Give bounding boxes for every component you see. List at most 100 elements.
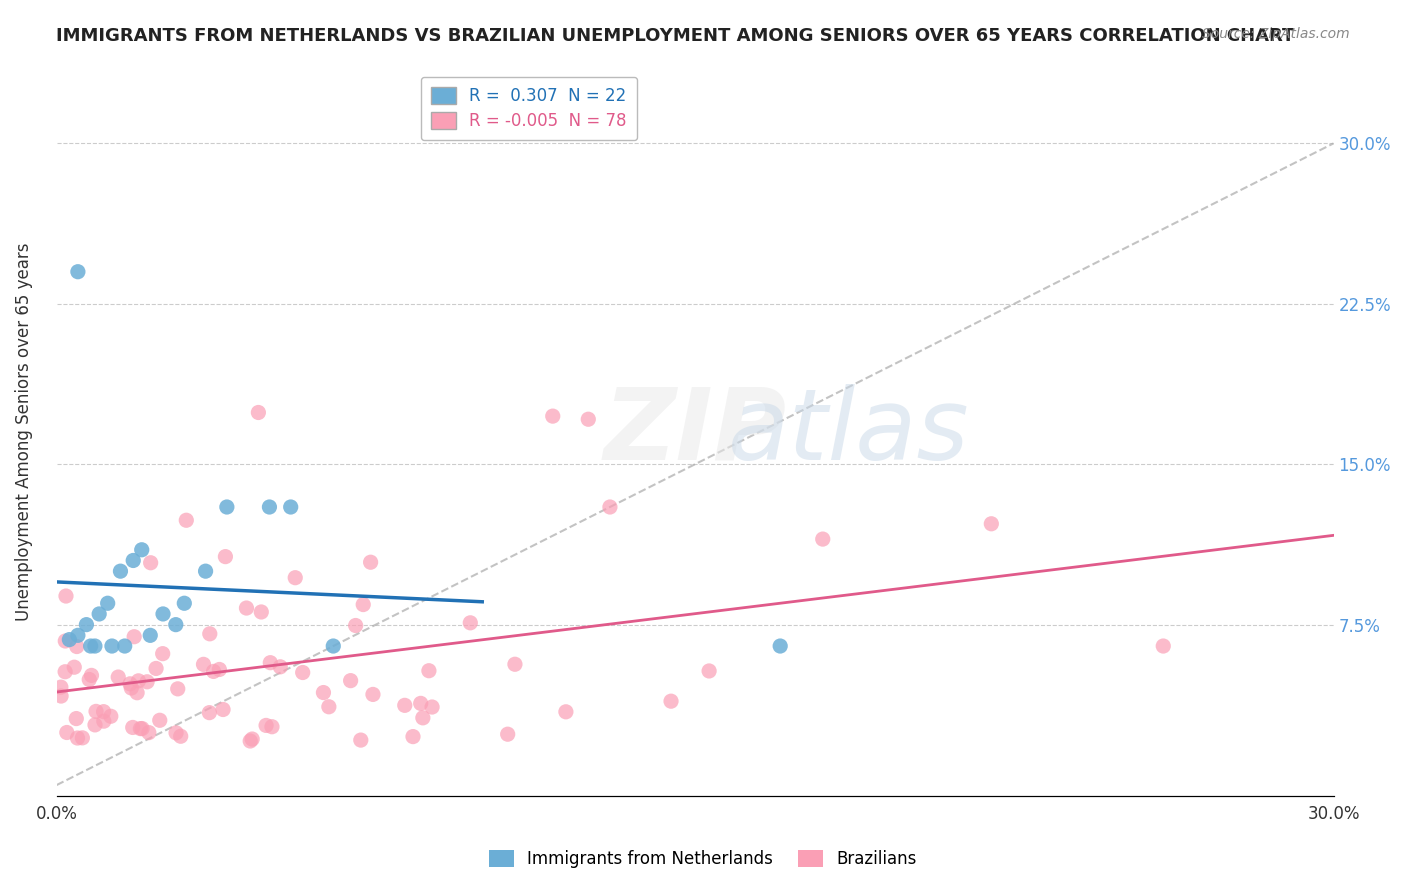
Point: [280, 500, 302, 514]
Point: [194, 564, 217, 578]
Point: [541, 409, 564, 424]
Point: [127, 686, 149, 700]
Point: [100, 709, 122, 723]
Point: [101, 639, 124, 653]
Point: [420, 700, 443, 714]
Point: [139, 628, 162, 642]
Point: [259, 500, 281, 514]
Point: [66, 640, 89, 654]
Point: [239, 734, 262, 748]
Point: [58, 632, 80, 647]
Point: [260, 720, 283, 734]
Point: [77, 673, 100, 687]
Point: [418, 664, 440, 678]
Point: [259, 656, 281, 670]
Point: [1152, 639, 1174, 653]
Point: [240, 732, 263, 747]
Point: [114, 639, 136, 653]
Point: [139, 556, 162, 570]
Point: [55, 589, 77, 603]
Point: [97, 596, 120, 610]
Point: [145, 661, 167, 675]
Point: [769, 639, 792, 653]
Point: [152, 647, 174, 661]
Point: [170, 729, 193, 743]
Point: [107, 670, 129, 684]
Text: Source: ZipAtlas.com: Source: ZipAtlas.com: [1202, 27, 1350, 41]
Point: [121, 721, 143, 735]
Point: [89, 607, 111, 621]
Point: [93, 714, 115, 728]
Point: [84, 639, 107, 653]
Legend: Immigrants from Netherlands, Brazilians: Immigrants from Netherlands, Brazilians: [482, 843, 924, 875]
Point: [350, 733, 373, 747]
Point: [165, 617, 187, 632]
Point: [250, 605, 273, 619]
Point: [122, 630, 145, 644]
Point: [136, 674, 159, 689]
Point: [697, 664, 720, 678]
Point: [49, 680, 72, 694]
Point: [322, 639, 344, 653]
Point: [193, 657, 215, 672]
Point: [120, 681, 142, 695]
Point: [173, 596, 195, 610]
Point: [214, 549, 236, 564]
Point: [72, 731, 94, 745]
Point: [247, 405, 270, 419]
Point: [212, 702, 235, 716]
Point: [122, 553, 145, 567]
Point: [65, 712, 87, 726]
Point: [166, 681, 188, 696]
Point: [110, 564, 132, 578]
Point: [131, 542, 153, 557]
Point: [458, 615, 481, 630]
Point: [63, 660, 86, 674]
Point: [496, 727, 519, 741]
Point: [53, 634, 76, 648]
Point: [409, 697, 432, 711]
Text: atlas: atlas: [727, 384, 969, 481]
Point: [53, 665, 76, 679]
Point: [56, 725, 79, 739]
Point: [138, 725, 160, 739]
Point: [811, 532, 834, 546]
Point: [165, 726, 187, 740]
Point: [339, 673, 361, 688]
Point: [599, 500, 621, 514]
Point: [360, 555, 382, 569]
Point: [284, 571, 307, 585]
Point: [318, 699, 340, 714]
Point: [75, 617, 97, 632]
Point: [402, 730, 425, 744]
Point: [235, 601, 257, 615]
Point: [80, 668, 103, 682]
Point: [131, 722, 153, 736]
Text: IMMIGRANTS FROM NETHERLANDS VS BRAZILIAN UNEMPLOYMENT AMONG SENIORS OVER 65 YEAR: IMMIGRANTS FROM NETHERLANDS VS BRAZILIAN…: [56, 27, 1295, 45]
Point: [215, 500, 238, 514]
Point: [503, 657, 526, 672]
Point: [361, 688, 384, 702]
Point: [66, 731, 89, 745]
Point: [66, 628, 89, 642]
Point: [269, 660, 291, 674]
Point: [198, 706, 221, 720]
Legend: R =  0.307  N = 22, R = -0.005  N = 78: R = 0.307 N = 22, R = -0.005 N = 78: [422, 77, 637, 140]
Point: [576, 412, 599, 426]
Point: [129, 722, 152, 736]
Point: [174, 513, 197, 527]
Point: [66, 265, 89, 279]
Point: [554, 705, 576, 719]
Point: [980, 516, 1002, 531]
Point: [120, 677, 142, 691]
Point: [127, 673, 149, 688]
Point: [79, 639, 101, 653]
Point: [394, 698, 416, 713]
Point: [152, 607, 174, 621]
Point: [198, 627, 221, 641]
Point: [49, 689, 72, 703]
Point: [659, 694, 682, 708]
Point: [84, 705, 107, 719]
Point: [352, 598, 374, 612]
Y-axis label: Unemployment Among Seniors over 65 years: Unemployment Among Seniors over 65 years: [15, 243, 32, 622]
